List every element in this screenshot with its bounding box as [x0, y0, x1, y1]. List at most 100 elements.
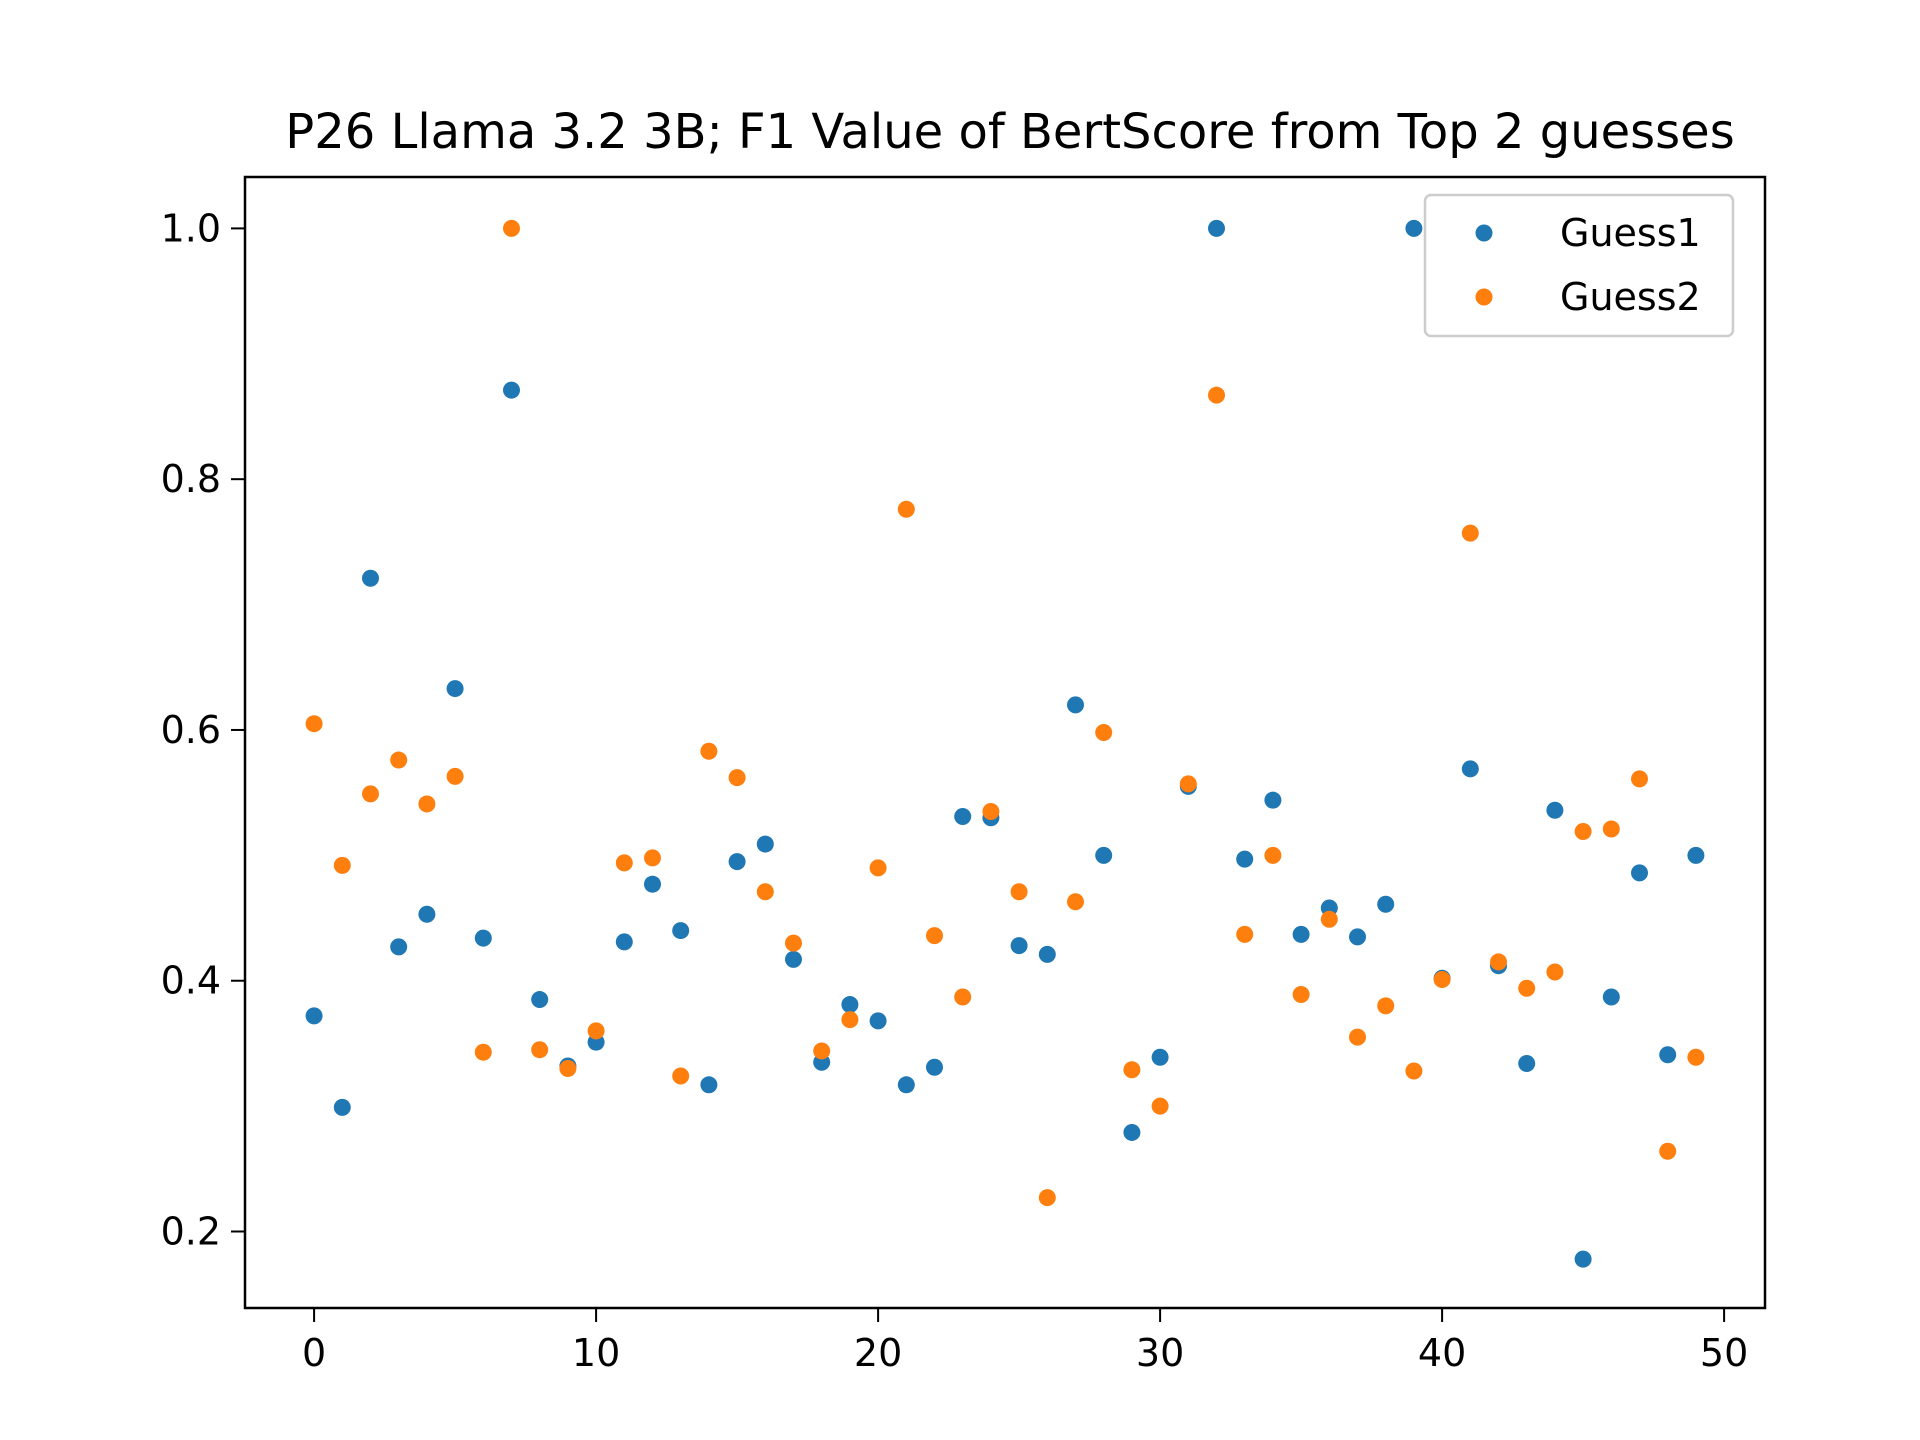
data-point-guess2: [1490, 953, 1508, 971]
data-point-guess2: [1292, 986, 1310, 1004]
legend-marker-guess2: [1475, 288, 1493, 306]
data-point-guess2: [446, 767, 464, 785]
legend-label-guess2: Guess2: [1560, 275, 1701, 319]
data-point-guess1: [954, 807, 972, 825]
legend-box: [1423, 193, 1735, 338]
data-point-guess2: [1602, 820, 1620, 838]
data-point-guess1: [1236, 850, 1254, 868]
data-point-guess1: [1659, 1046, 1677, 1064]
data-point-guess2: [897, 500, 915, 518]
data-point-guess1: [1631, 864, 1649, 882]
data-point-guess1: [361, 569, 379, 587]
y-tick-label: 0.2: [161, 1210, 221, 1254]
data-point-guess1: [869, 1012, 887, 1030]
data-point-guess1: [643, 875, 661, 893]
data-point-guess1: [305, 1007, 323, 1025]
data-point-guess2: [1461, 524, 1479, 542]
data-point-guess2: [672, 1067, 690, 1085]
x-tick-label: 0: [302, 1331, 326, 1375]
data-point-guess1: [615, 933, 633, 951]
data-point-guess2: [418, 795, 436, 813]
data-point-guess1: [700, 1076, 718, 1094]
chart-title: P26 Llama 3.2 3B; F1 Value of BertScore …: [285, 104, 1734, 160]
x-tick-label: 30: [1136, 1331, 1184, 1375]
x-tick-label: 40: [1418, 1331, 1466, 1375]
data-point-guess2: [1687, 1048, 1705, 1066]
series-guess1: [305, 219, 1705, 1268]
data-point-guess1: [1546, 801, 1564, 819]
data-point-guess2: [1236, 925, 1254, 943]
data-point-guess1: [1095, 846, 1113, 864]
data-point-guess1: [531, 991, 549, 1009]
data-point-guess1: [897, 1076, 915, 1094]
data-point-guess1: [1123, 1123, 1141, 1141]
data-point-guess2: [305, 715, 323, 733]
data-point-guess1: [418, 905, 436, 923]
data-point-guess2: [559, 1060, 577, 1078]
data-point-guess2: [361, 785, 379, 803]
data-point-guess1: [1292, 925, 1310, 943]
data-point-guess1: [672, 922, 690, 940]
data-point-guess2: [1095, 723, 1113, 741]
data-point-guess2: [1208, 386, 1226, 404]
data-point-guess1: [1208, 219, 1226, 237]
data-point-guess2: [474, 1043, 492, 1061]
data-point-guess2: [1349, 1028, 1367, 1046]
data-point-guess1: [728, 853, 746, 871]
data-point-guess1: [841, 996, 859, 1014]
data-point-guess1: [1067, 696, 1085, 714]
data-point-guess2: [1038, 1189, 1056, 1207]
data-point-guess2: [925, 927, 943, 945]
x-tick-label: 50: [1700, 1331, 1748, 1375]
data-point-guess2: [982, 802, 1000, 820]
data-point-guess1: [925, 1058, 943, 1076]
y-tick-label: 0.4: [161, 959, 221, 1003]
legend: Guess1 Guess2: [1423, 193, 1735, 338]
data-point-guess1: [1264, 791, 1282, 809]
legend-label-guess1: Guess1: [1560, 211, 1701, 255]
data-point-guess1: [784, 950, 802, 968]
data-point-guess2: [728, 769, 746, 787]
data-point-guess1: [756, 835, 774, 853]
x-tick-label: 20: [854, 1331, 902, 1375]
data-point-guess2: [784, 934, 802, 952]
data-point-guess2: [587, 1022, 605, 1040]
plot-frame: [243, 175, 1767, 1310]
data-point-guess2: [1631, 770, 1649, 788]
data-point-guess1: [1602, 988, 1620, 1006]
data-point-guess1: [1010, 937, 1028, 955]
data-point-guess2: [502, 219, 520, 237]
data-point-guess2: [1179, 775, 1197, 793]
data-point-guess2: [531, 1041, 549, 1059]
series-guess2: [305, 219, 1705, 1207]
y-tick-label: 1.0: [161, 206, 221, 250]
data-point-guess2: [643, 849, 661, 867]
data-point-guess2: [1518, 979, 1536, 997]
data-point-guess1: [1151, 1048, 1169, 1066]
data-point-guess1: [502, 381, 520, 399]
data-point-guess2: [700, 742, 718, 760]
data-point-guess2: [333, 856, 351, 874]
data-point-guess2: [1067, 893, 1085, 911]
data-point-guess2: [1151, 1097, 1169, 1115]
data-point-guess1: [1518, 1054, 1536, 1072]
data-point-guess1: [446, 680, 464, 698]
data-point-guess1: [1405, 219, 1423, 237]
data-point-guess1: [1377, 895, 1395, 913]
data-point-guess1: [333, 1098, 351, 1116]
data-point-guess2: [1320, 910, 1338, 928]
data-point-guess2: [1405, 1062, 1423, 1080]
data-point-guess2: [1123, 1061, 1141, 1079]
data-point-guess1: [390, 938, 408, 956]
x-tick-label: 10: [572, 1331, 620, 1375]
data-point-guess2: [1659, 1142, 1677, 1160]
data-point-guess1: [1038, 945, 1056, 963]
data-point-guess2: [1264, 846, 1282, 864]
data-point-guess1: [474, 929, 492, 947]
data-point-guess1: [1687, 846, 1705, 864]
axes-layer: 0 10 20 30 40 50 0.2 0.4 0.6 0.8 1.0: [161, 175, 1767, 1375]
data-point-guess1: [1349, 928, 1367, 946]
legend-marker-guess1: [1475, 224, 1493, 242]
data-point-guess2: [1433, 970, 1451, 988]
